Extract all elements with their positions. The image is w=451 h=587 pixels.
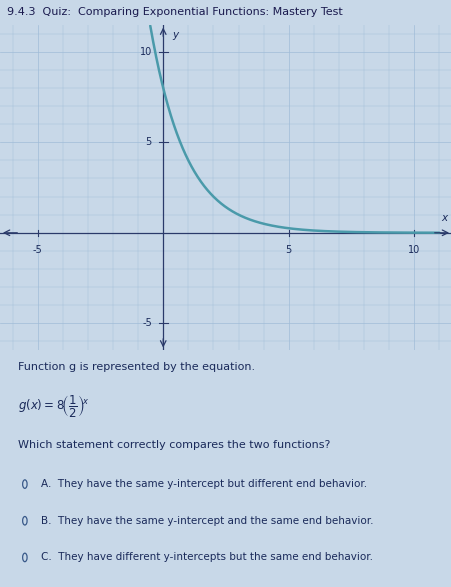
Text: -5: -5 <box>33 245 42 255</box>
Text: Which statement correctly compares the two functions?: Which statement correctly compares the t… <box>18 440 330 450</box>
Text: C.  They have different y-intercepts but the same end behavior.: C. They have different y-intercepts but … <box>41 552 372 562</box>
Text: x: x <box>440 213 446 223</box>
Text: $g(x) = 8\!\left(\dfrac{1}{2}\right)^{\!x}$: $g(x) = 8\!\left(\dfrac{1}{2}\right)^{\!… <box>18 393 89 419</box>
Text: Function g is represented by the equation.: Function g is represented by the equatio… <box>18 362 255 372</box>
Text: y: y <box>172 30 178 40</box>
Text: 9.4.3  Quiz:  Comparing Exponential Functions: Mastery Test: 9.4.3 Quiz: Comparing Exponential Functi… <box>7 7 342 18</box>
Text: A.  They have the same y-intercept but different end behavior.: A. They have the same y-intercept but di… <box>41 479 366 489</box>
Text: B.  They have the same y-intercept and the same end behavior.: B. They have the same y-intercept and th… <box>41 516 373 526</box>
Text: 5: 5 <box>285 245 291 255</box>
Text: 5: 5 <box>145 137 152 147</box>
Text: 10: 10 <box>407 245 419 255</box>
Text: 10: 10 <box>139 47 152 57</box>
Text: -5: -5 <box>142 318 152 328</box>
